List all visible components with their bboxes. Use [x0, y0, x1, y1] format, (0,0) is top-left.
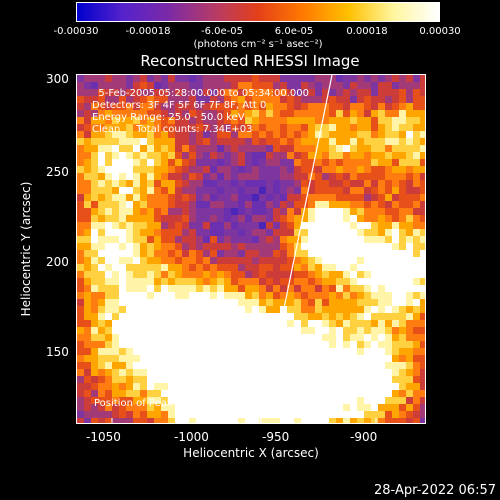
info-time-range: 5-Feb-2005 05:28:00.000 to 05:34:00.000 — [92, 88, 310, 99]
y-axis-label: Heliocentric Y (arcsec) — [19, 181, 33, 317]
info-energy-range: Energy Range: 25.0 - 50.0 keV — [92, 112, 245, 123]
y-tick-label: 150 — [46, 345, 69, 359]
x-axis-label: Heliocentric X (arcsec) — [183, 446, 319, 460]
peak-position-label: Position of Peak = [-931,216] — [94, 398, 241, 409]
colorbar-tick: -6.0e-05 — [201, 26, 243, 37]
colorbar-tick: -0.00030 — [53, 26, 99, 37]
y-tick-label: 250 — [46, 165, 69, 179]
y-tick-label: 200 — [46, 255, 69, 269]
image-map — [77, 75, 425, 423]
x-tick-label: -1050 — [86, 430, 121, 444]
solar-limb-line — [259, 75, 333, 423]
colorbar-tick: 6.0e-05 — [274, 26, 314, 37]
x-tick-label: -950 — [262, 430, 290, 444]
y-tick-label: 300 — [46, 72, 69, 86]
colorbar-tick: 0.00018 — [346, 26, 388, 37]
timestamp: 28-Apr-2022 06:57 — [374, 483, 496, 498]
x-tick-label: -1000 — [174, 430, 209, 444]
info-clean-counts: Clean Total counts: 7.34E+03 — [92, 124, 253, 135]
image-plot-area[interactable] — [76, 74, 426, 424]
x-tick-label: -900 — [350, 430, 378, 444]
plot-title: Reconstructed RHESSI Image — [140, 52, 360, 70]
colorbar-tick: -0.00018 — [125, 26, 171, 37]
colorbar-unit: (photons cm⁻² s⁻¹ asec⁻²) — [193, 39, 323, 50]
colorbar — [76, 2, 440, 22]
info-detectors: Detectors: 3F 4F 5F 6F 7F 8F, Att 0 — [92, 100, 267, 111]
colorbar-tick: 0.00030 — [419, 26, 461, 37]
